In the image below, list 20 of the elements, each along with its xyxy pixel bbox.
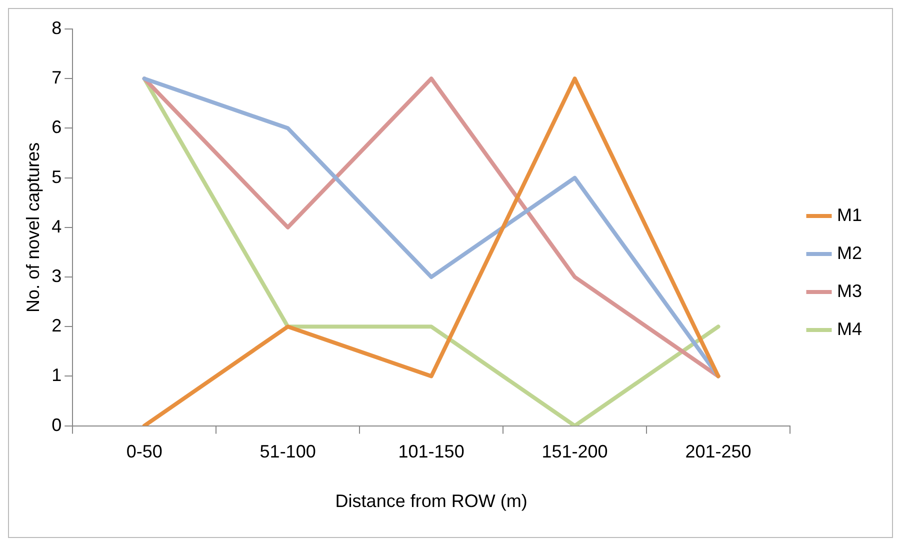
x-tick-label: 0-50 (126, 442, 162, 462)
y-tick-label: 4 (52, 216, 62, 236)
legend-label: M1 (836, 204, 862, 225)
y-tick-label: 7 (52, 68, 62, 88)
y-tick-label: 3 (52, 266, 62, 286)
legend-label: M2 (836, 242, 862, 263)
x-tick-label: 151-200 (542, 442, 608, 462)
y-tick-label: 1 (52, 365, 62, 386)
x-tick-label: 201-250 (685, 442, 752, 462)
x-tick-label: 101-150 (398, 442, 464, 462)
y-tick-label: 0 (52, 414, 62, 435)
legend-label: M4 (836, 318, 862, 339)
y-tick-label: 6 (52, 117, 62, 138)
y-axis-title: No. of novel captures (22, 142, 43, 312)
y-tick-label: 5 (52, 166, 62, 187)
legend-label: M3 (836, 280, 862, 301)
y-tick-label: 2 (52, 316, 62, 336)
x-tick-label: 51-100 (260, 442, 316, 462)
y-tick-label: 8 (52, 18, 62, 38)
x-axis-title: Distance from ROW (m) (335, 491, 528, 512)
